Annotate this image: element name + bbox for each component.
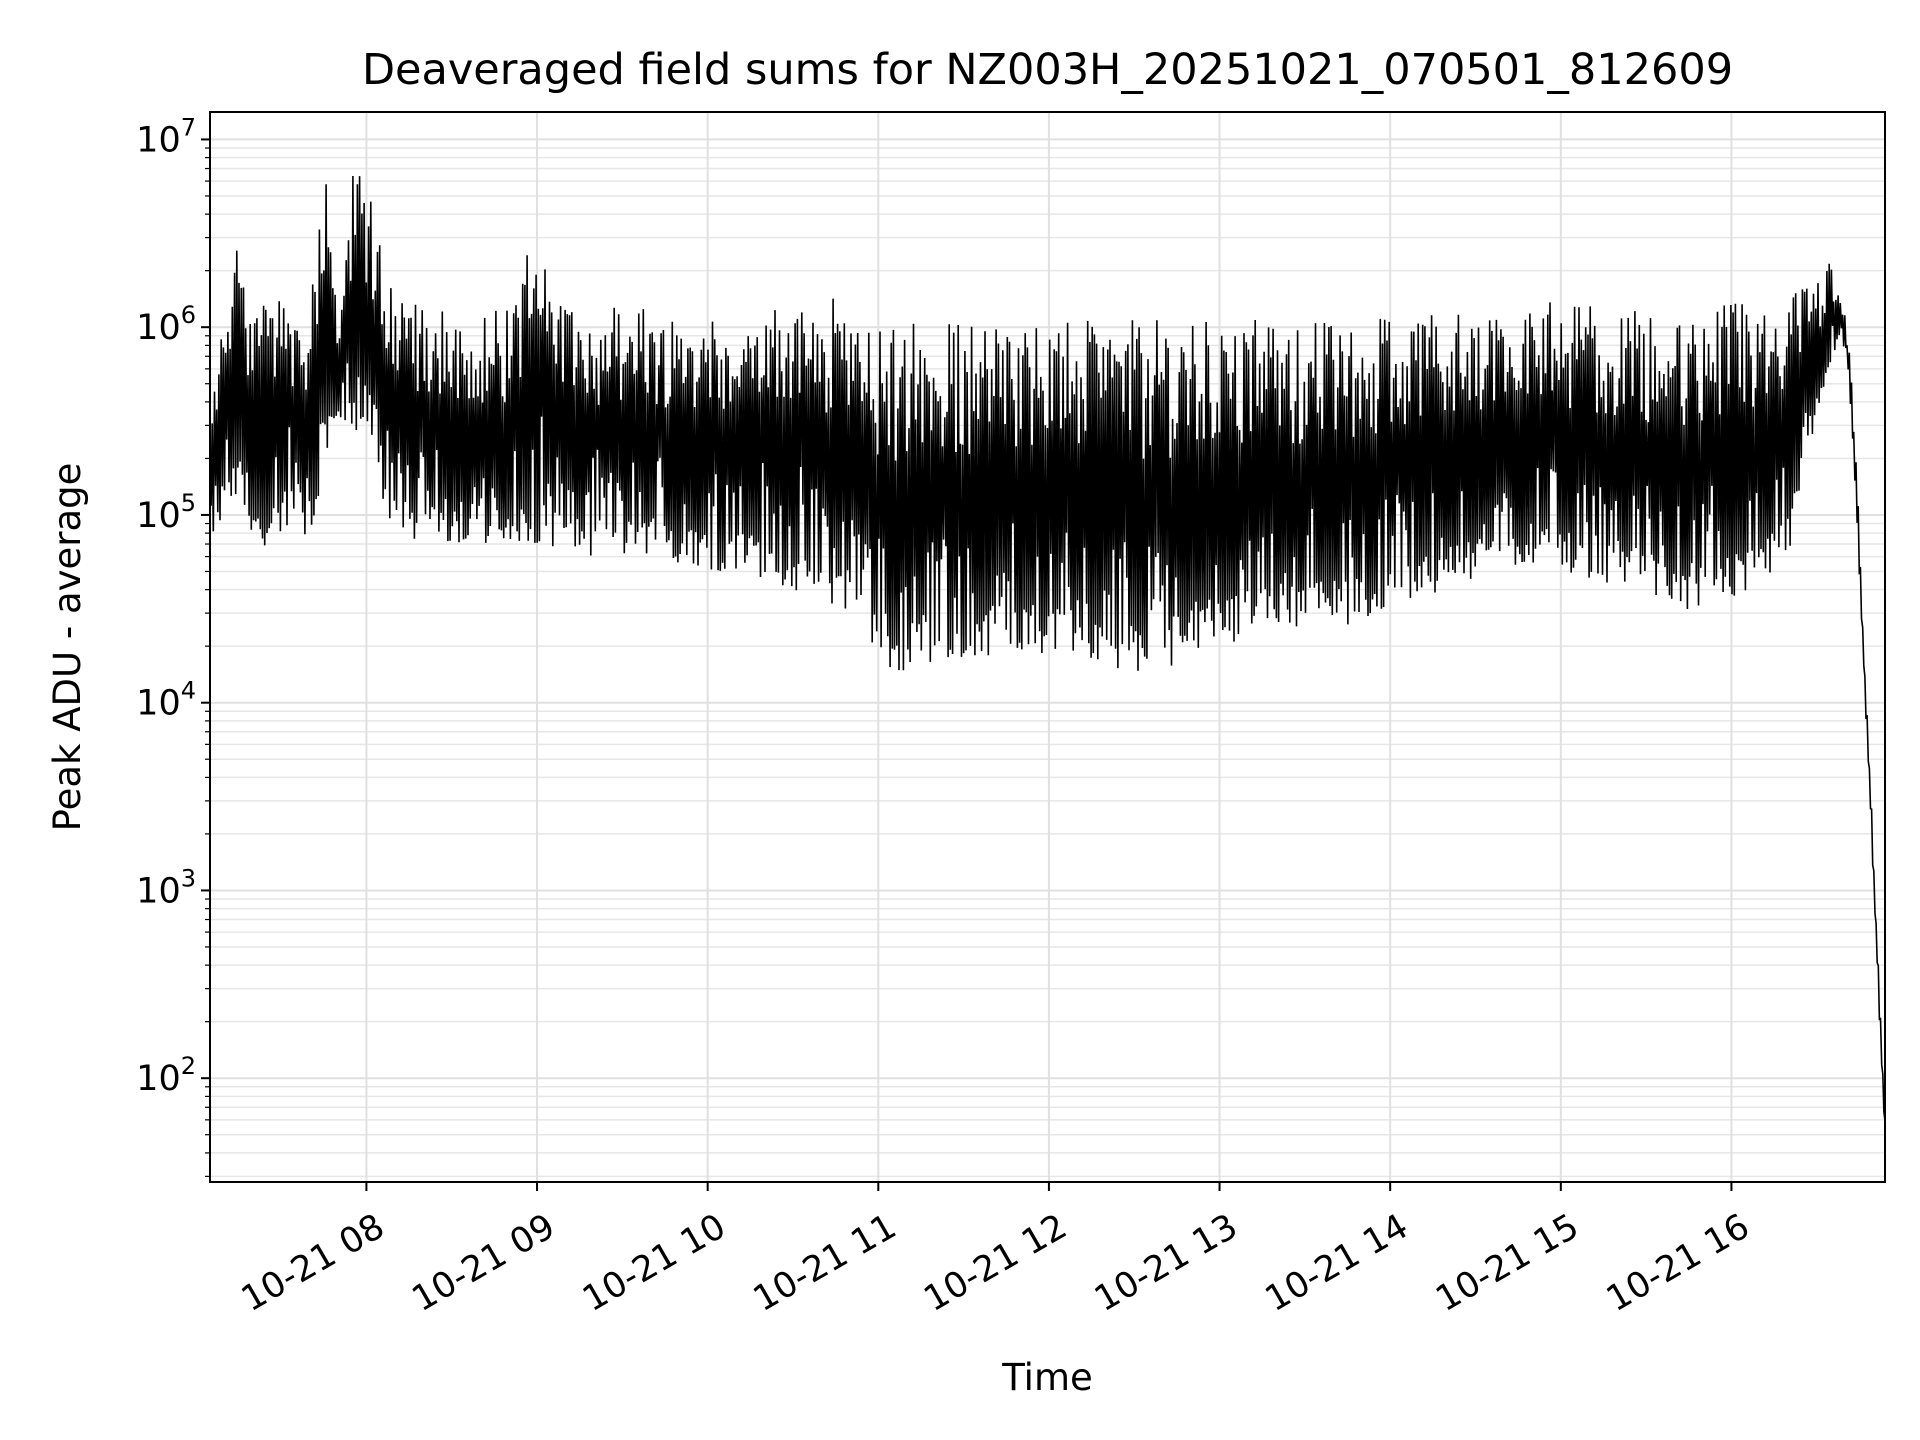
- grid: [205, 112, 1885, 1182]
- y-tick-label: 106: [136, 301, 196, 348]
- y-tick-label: 104: [136, 677, 196, 724]
- y-tick-label: 105: [136, 489, 196, 536]
- axes-frame: [209, 111, 1886, 1183]
- series-line: [209, 175, 1886, 1122]
- y-tick-label: 107: [136, 113, 196, 160]
- y-tick-label: 103: [136, 864, 196, 911]
- x-axis-label: Time: [1001, 1356, 1093, 1399]
- y-axis: 102 103 104 105 106 107: [136, 113, 210, 1099]
- chart-title: Deaveraged field sums for NZ003H_2025102…: [362, 45, 1733, 95]
- y-axis-label: Peak ADU - average: [46, 463, 89, 832]
- plot-area: [209, 175, 1886, 1122]
- y-tick-label: 102: [136, 1052, 196, 1099]
